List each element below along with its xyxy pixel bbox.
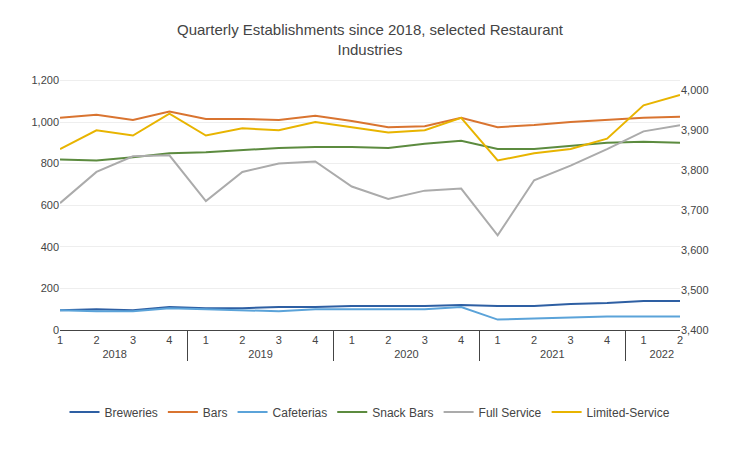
svg-text:2018: 2018: [102, 348, 126, 360]
svg-text:800: 800: [41, 157, 59, 169]
svg-text:0: 0: [53, 324, 59, 336]
svg-text:2: 2: [93, 334, 99, 346]
svg-text:2020: 2020: [394, 348, 418, 360]
svg-text:Snack Bars: Snack Bars: [372, 406, 433, 420]
svg-text:Cafeterias: Cafeterias: [273, 406, 328, 420]
svg-text:4,000: 4,000: [681, 84, 709, 96]
svg-text:2019: 2019: [248, 348, 272, 360]
svg-text:3: 3: [130, 334, 136, 346]
svg-text:1,200: 1,200: [31, 74, 59, 86]
svg-text:3,400: 3,400: [681, 324, 709, 336]
svg-text:4: 4: [604, 334, 610, 346]
svg-text:3: 3: [568, 334, 574, 346]
svg-text:Bars: Bars: [203, 406, 228, 420]
svg-text:3,900: 3,900: [681, 124, 709, 136]
svg-text:3,600: 3,600: [681, 244, 709, 256]
svg-text:1: 1: [640, 334, 646, 346]
svg-text:4: 4: [166, 334, 172, 346]
svg-text:2022: 2022: [650, 348, 674, 360]
svg-text:1: 1: [349, 334, 355, 346]
svg-text:2: 2: [385, 334, 391, 346]
svg-text:3,500: 3,500: [681, 284, 709, 296]
svg-text:1: 1: [495, 334, 501, 346]
svg-text:2: 2: [677, 334, 683, 346]
svg-text:400: 400: [41, 241, 59, 253]
svg-text:3: 3: [276, 334, 282, 346]
svg-text:1: 1: [203, 334, 209, 346]
svg-text:2: 2: [531, 334, 537, 346]
svg-text:4: 4: [458, 334, 464, 346]
svg-text:Limited-Service: Limited-Service: [587, 406, 670, 420]
svg-text:2: 2: [239, 334, 245, 346]
svg-text:1,000: 1,000: [31, 116, 59, 128]
svg-text:200: 200: [41, 282, 59, 294]
svg-text:Quarterly Establishments since: Quarterly Establishments since 2018, sel…: [177, 21, 564, 58]
svg-text:3: 3: [422, 334, 428, 346]
svg-text:1: 1: [57, 334, 63, 346]
svg-text:Full Service: Full Service: [479, 406, 542, 420]
svg-text:600: 600: [41, 199, 59, 211]
svg-text:2021: 2021: [540, 348, 564, 360]
svg-text:Breweries: Breweries: [105, 406, 158, 420]
svg-text:3,700: 3,700: [681, 204, 709, 216]
svg-text:3,800: 3,800: [681, 164, 709, 176]
svg-text:4: 4: [312, 334, 318, 346]
